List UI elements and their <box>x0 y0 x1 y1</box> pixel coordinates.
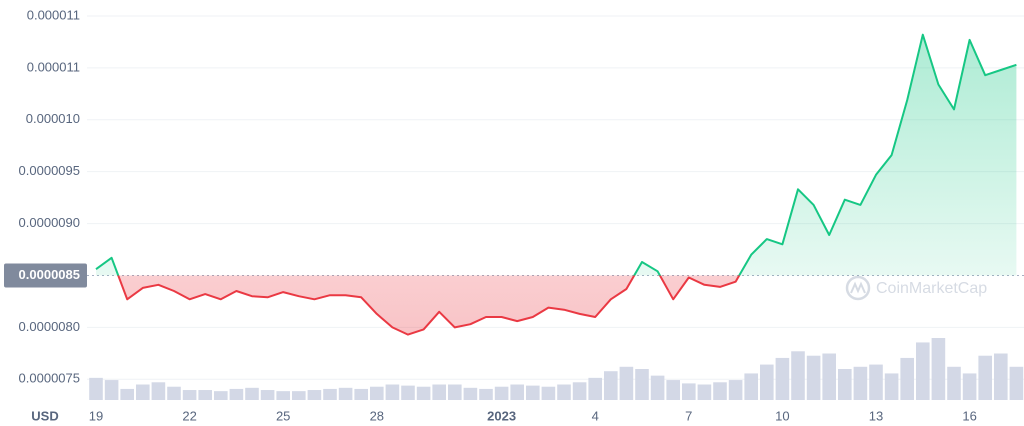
volume-bar <box>151 382 166 400</box>
volume-bar <box>260 390 275 400</box>
volume-bar <box>416 386 431 400</box>
volume-bar <box>89 377 103 400</box>
volume-bar <box>385 384 400 400</box>
volume-bar <box>604 371 618 400</box>
volume-bar <box>557 384 571 400</box>
volume-bar <box>666 380 680 400</box>
y-tick-label: 0.0000075 <box>19 371 80 386</box>
volume-bar <box>276 391 290 400</box>
volume-bar <box>354 388 368 400</box>
volume-bar <box>916 342 930 400</box>
volume-bar <box>198 390 212 400</box>
volume-bar <box>728 380 743 400</box>
volume-bar <box>588 377 602 400</box>
y-tick-label: 0.000011 <box>27 59 80 74</box>
volume-bars <box>89 338 1024 400</box>
volume-bar <box>713 382 727 400</box>
volume-bar <box>494 386 509 400</box>
x-tick-label: 19 <box>89 408 103 423</box>
x-tick-label: 13 <box>869 408 883 423</box>
volume-bar <box>947 366 961 400</box>
volume-bar <box>104 380 119 400</box>
x-tick-label: 28 <box>370 408 384 423</box>
volume-bar <box>962 373 977 400</box>
x-tick-label: 25 <box>276 408 290 423</box>
volume-bar <box>432 384 446 400</box>
volume-bar <box>900 357 914 400</box>
volume-bar <box>448 384 462 400</box>
price-line-up <box>95 33 1017 276</box>
volume-bar <box>978 355 992 400</box>
volume-bar <box>323 388 337 400</box>
x-tick-label: 10 <box>775 408 789 423</box>
volume-bar <box>245 387 259 400</box>
volume-bar <box>869 364 883 400</box>
volume-bar <box>853 366 868 400</box>
watermark-logo-mark <box>850 281 866 294</box>
volume-bar <box>292 391 306 400</box>
volume-bar <box>463 387 478 400</box>
volume-bar <box>401 385 415 400</box>
y-tick-label: 0.0000095 <box>19 163 80 178</box>
volume-bar <box>572 382 587 400</box>
volume-bar <box>338 387 353 400</box>
volume-bar <box>214 391 228 400</box>
volume-bar <box>806 355 821 400</box>
volume-bar <box>635 369 649 400</box>
x-tick-label: 22 <box>182 408 196 423</box>
y-tick-label: 0.0000080 <box>19 319 80 334</box>
volume-bar <box>682 383 696 400</box>
volume-bar <box>619 366 634 400</box>
volume-bar <box>884 373 899 400</box>
x-tick-label: 4 <box>592 408 599 423</box>
reference-tick-label: 0.0000085 <box>19 267 80 282</box>
volume-bar <box>822 353 836 400</box>
volume-bar <box>744 373 758 400</box>
volume-bar <box>510 384 524 400</box>
volume-bar <box>167 386 181 400</box>
x-tick-label: 2023 <box>487 408 516 423</box>
x-tick-label: 16 <box>962 408 976 423</box>
volume-bar <box>120 388 134 400</box>
volume-bar <box>1009 366 1024 400</box>
volume-bar <box>136 384 150 400</box>
volume-bar <box>370 386 384 400</box>
area <box>96 34 1017 335</box>
y-tick-label: 0.000010 <box>26 111 80 126</box>
x-tick-label: 7 <box>685 408 692 423</box>
volume-bar <box>182 390 197 400</box>
volume-bar <box>791 351 805 400</box>
y-tick-label: 0.000011 <box>27 7 80 22</box>
volume-bar <box>994 353 1008 400</box>
area-down <box>118 275 740 335</box>
labels: 0.000011 0.000011 0.000010 0.0000095 0.00000… <box>4 7 977 423</box>
volume-bar <box>307 390 322 400</box>
volume-bar <box>479 388 493 400</box>
currency-label: USD <box>31 408 58 423</box>
volume-bar <box>526 385 540 400</box>
volume-bar <box>838 369 852 400</box>
volume-bar <box>775 357 790 400</box>
price-line-down <box>117 275 741 336</box>
reference-label-box <box>4 263 87 288</box>
watermark: CoinMarketCap <box>845 275 987 301</box>
volume-bar <box>931 338 946 400</box>
area-up <box>96 34 1017 276</box>
volume-bar <box>541 386 556 400</box>
volume-bar <box>697 384 712 400</box>
watermark-text: CoinMarketCap <box>876 280 987 297</box>
volume-bar <box>229 388 244 400</box>
y-tick-label: 0.0000090 <box>19 215 80 230</box>
volume-bar <box>650 375 665 400</box>
volume-bar <box>760 364 774 400</box>
price-lines <box>95 33 1017 336</box>
watermark-logo <box>845 275 871 301</box>
